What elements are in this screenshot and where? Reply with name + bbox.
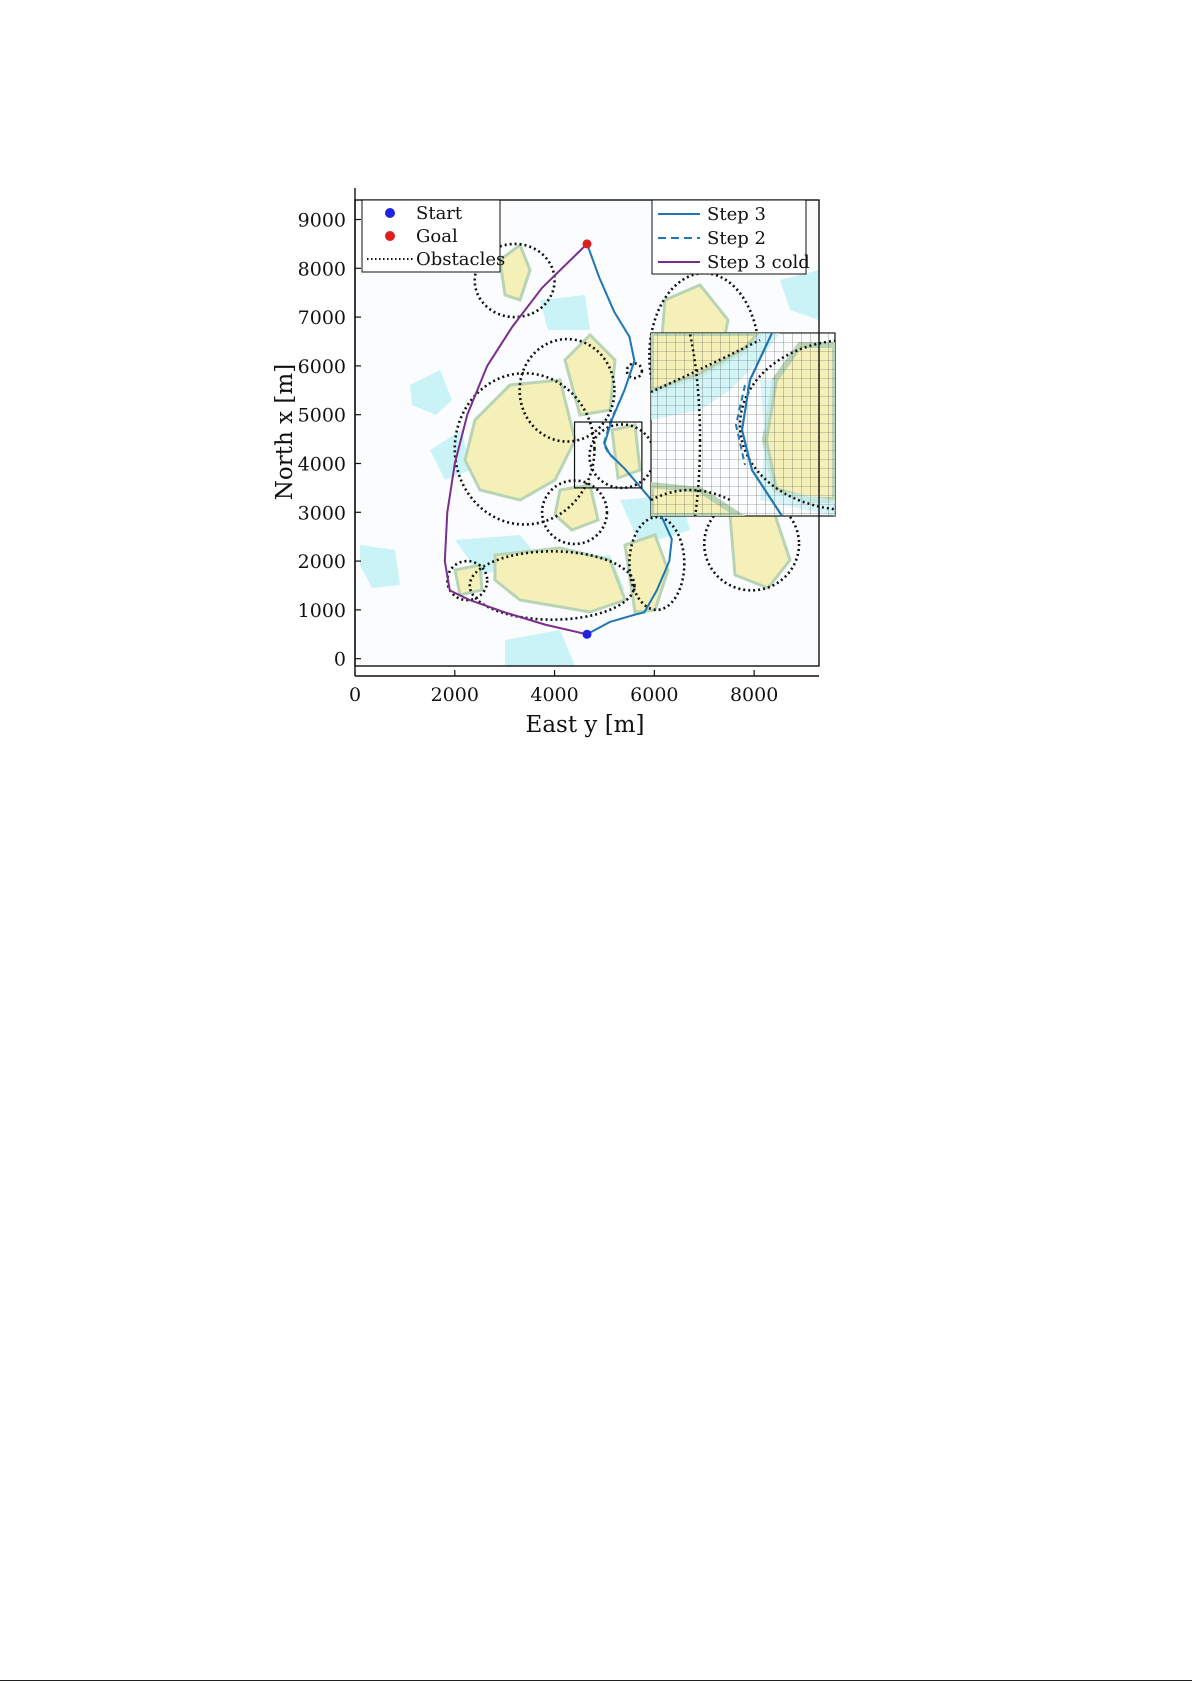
map-layer — [360, 242, 819, 666]
y-tick-label: 2000 — [298, 551, 346, 573]
obstacle-ellipse — [628, 515, 686, 612]
trajectory-step-3 — [586, 243, 673, 636]
x-tick-label: 0 — [349, 684, 361, 706]
x-axis-label: East y [m] — [526, 712, 645, 738]
inset-obstacle-bottom — [651, 488, 731, 502]
islands — [453, 242, 792, 614]
zoom-region-box — [573, 421, 643, 489]
legend-goal-marker — [385, 231, 395, 241]
y-axis-label: North x [m] — [272, 364, 298, 500]
goal-point — [582, 239, 592, 249]
zoom-inset — [650, 332, 836, 517]
y-axis-ticks: 0 1000 2000 3000 4000 5000 6000 7000 8000 9000 — [298, 210, 361, 671]
y-tick-label: 1000 — [298, 600, 346, 622]
start-point — [582, 629, 592, 639]
page-footer-rule — [0, 1680, 1192, 1681]
legend-step3-label: Step 3 — [707, 204, 766, 225]
inset-obstacle-top — [651, 338, 761, 394]
x-tick-label: 2000 — [431, 684, 479, 706]
y-tick-label: 7000 — [298, 307, 346, 329]
obstacle-ellipse — [625, 362, 644, 380]
obstacle-ellipse — [468, 550, 636, 621]
legend-obstacles-label: Obstacles — [416, 249, 505, 270]
legend-start-marker — [385, 208, 395, 218]
y-tick-label: 0 — [334, 649, 346, 671]
x-tick-label: 6000 — [630, 684, 678, 706]
y-tick-label: 5000 — [298, 405, 346, 427]
y-tick-label: 4000 — [298, 453, 346, 475]
map-chart: 0 2000 4000 6000 8000 0 1000 2000 3000 4000 5000 6… — [272, 188, 836, 738]
chart-svg: 0 2000 4000 6000 8000 0 1000 2000 3000 4000 5000 6… — [272, 188, 836, 738]
legend-step2-label: Step 2 — [707, 228, 766, 249]
y-tick-label: 3000 — [298, 502, 346, 524]
shallow-water — [360, 270, 819, 666]
legend-right: Step 3 Step 2 Step 3 cold — [651, 199, 810, 275]
inset-obstacle-left — [688, 333, 702, 516]
x-tick-label: 4000 — [530, 684, 578, 706]
y-tick-label: 6000 — [298, 356, 346, 378]
trajectories — [443, 243, 673, 636]
x-tick-label: 8000 — [730, 684, 778, 706]
y-tick-label: 9000 — [298, 210, 346, 232]
legend-step3cold-label: Step 3 cold — [707, 252, 810, 273]
obstacle-ellipse — [453, 371, 596, 526]
obstacle-ellipse — [473, 242, 556, 319]
legend-goal-label: Goal — [416, 226, 458, 247]
obstacle-ellipse — [518, 337, 616, 443]
legend-start-label: Start — [416, 203, 463, 224]
inset-step2-line — [734, 384, 746, 466]
inset-step3-line — [740, 333, 783, 516]
trajectory-step-3-cold — [443, 243, 588, 636]
y-tick-label: 8000 — [298, 258, 346, 280]
x-axis-ticks: 0 2000 4000 6000 8000 — [349, 670, 778, 706]
legend-left: Start Goal Obstacles — [361, 199, 505, 273]
